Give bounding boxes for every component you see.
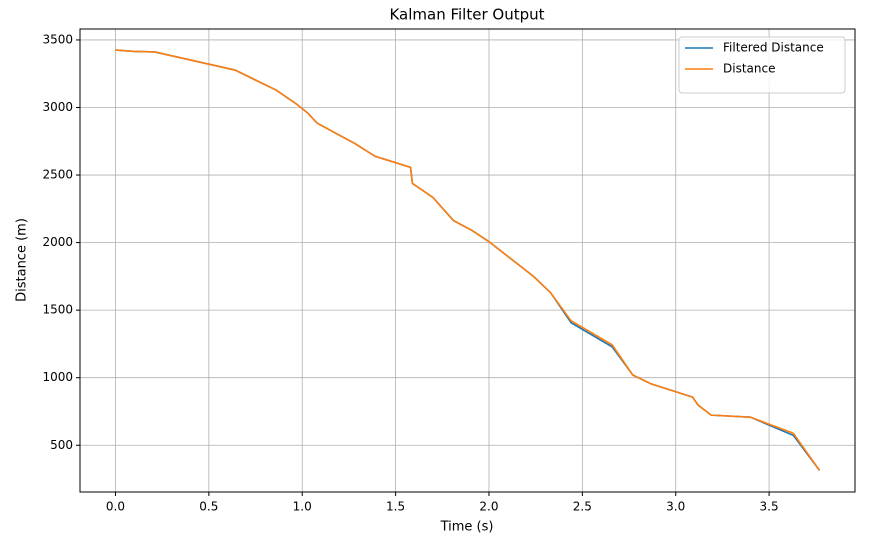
x-tick-label: 2.5 xyxy=(573,500,592,514)
x-tick-label: 2.0 xyxy=(479,500,498,514)
y-tick-label: 1500 xyxy=(42,303,73,317)
legend-label: Distance xyxy=(723,62,775,76)
x-tick-label: 1.5 xyxy=(386,500,405,514)
line-series xyxy=(115,49,821,471)
x-tick-label: 1.0 xyxy=(293,500,312,514)
y-tick-label: 2000 xyxy=(42,235,73,249)
x-axis-label: Time (s) xyxy=(440,520,494,535)
x-tick-label: 0.0 xyxy=(106,500,125,514)
x-tick-label: 3.5 xyxy=(760,500,779,514)
y-tick-label: 1000 xyxy=(42,370,73,384)
x-tick-label: 3.0 xyxy=(666,500,685,514)
plot-frame xyxy=(79,28,856,493)
chart-title: Kalman Filter Output xyxy=(389,6,544,24)
line-series xyxy=(115,49,821,471)
y-tick-label: 3500 xyxy=(42,32,73,46)
y-tick-label: 3000 xyxy=(42,100,73,114)
legend-box xyxy=(678,36,846,94)
y-tick-label: 500 xyxy=(50,438,73,452)
legend-label: Filtered Distance xyxy=(723,41,824,55)
y-tick-label: 2500 xyxy=(42,168,73,182)
x-tick-label: 0.5 xyxy=(199,500,218,514)
y-axis-label: Distance (m) xyxy=(15,218,30,302)
